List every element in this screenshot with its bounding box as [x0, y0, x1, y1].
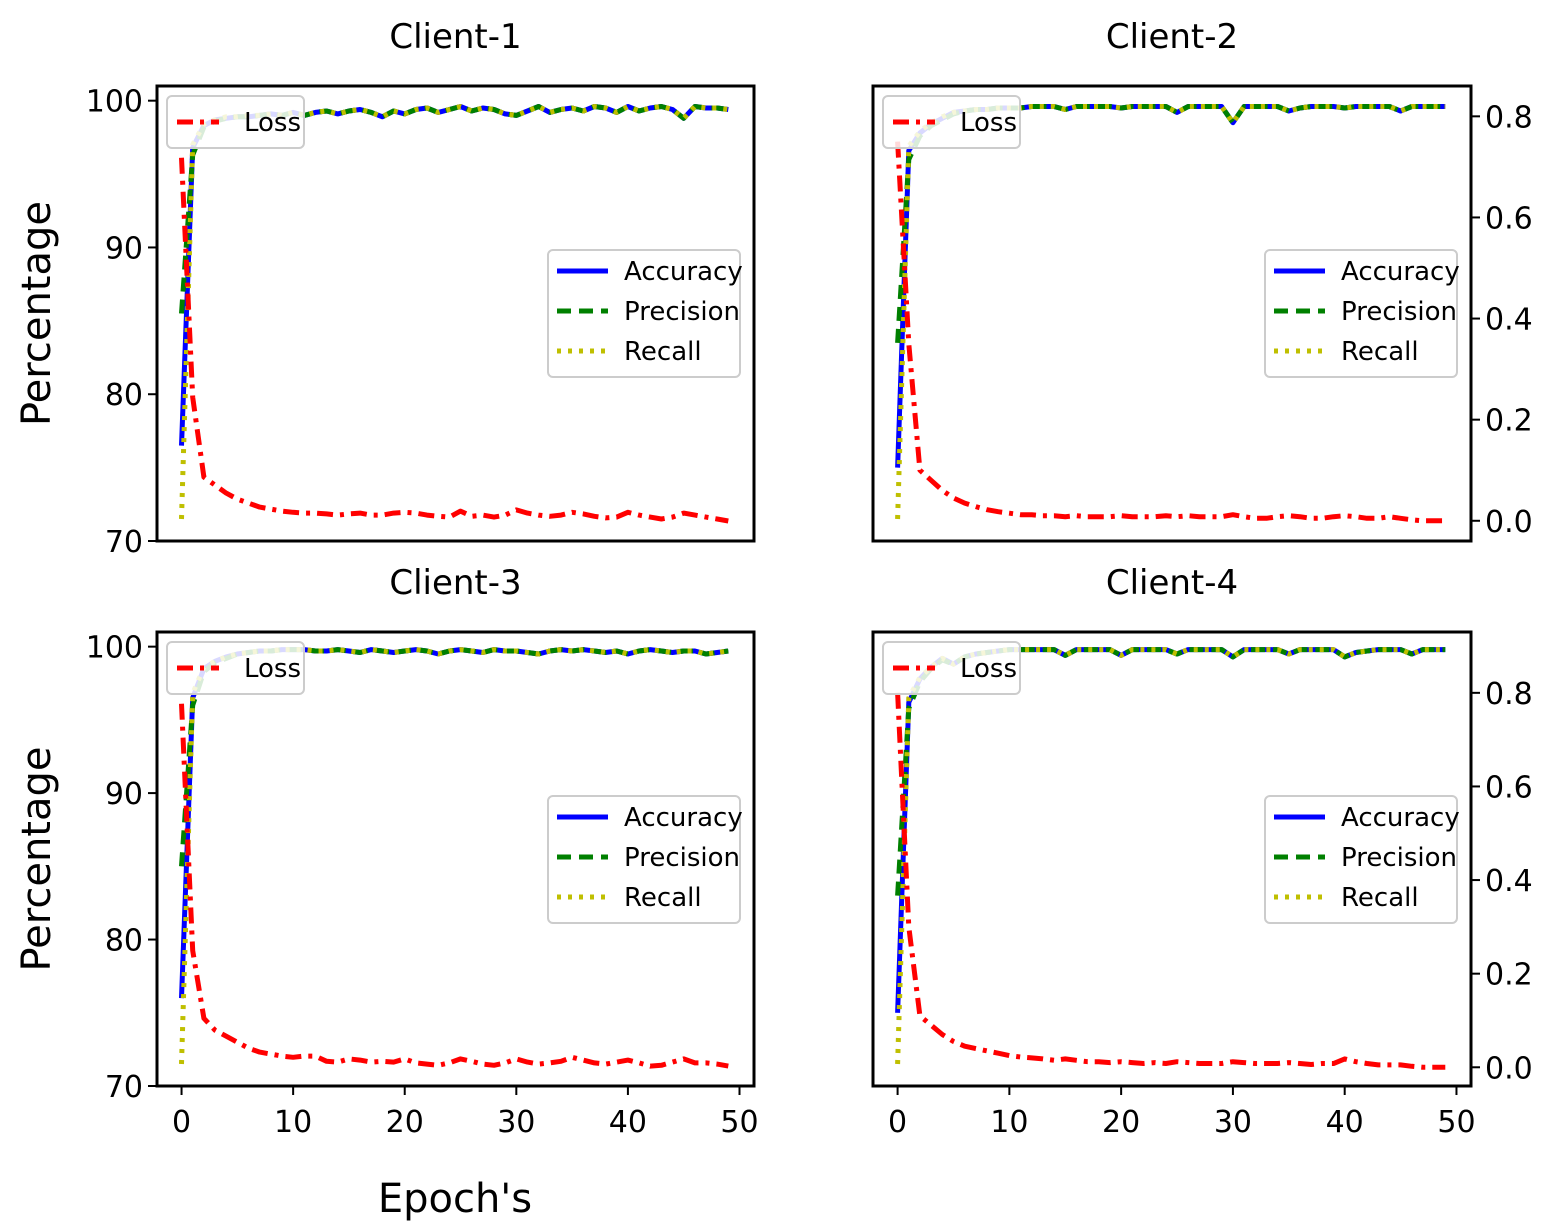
y2-tick-label: 0.0	[1485, 1051, 1533, 1086]
legend-box	[166, 641, 305, 695]
legend-box	[1264, 249, 1458, 378]
legend-loss: Loss	[166, 641, 305, 695]
legend-box	[1264, 795, 1458, 924]
x-axis-label: Epoch's	[378, 1176, 532, 1222]
y-axis-label: Percentage	[14, 746, 60, 971]
y2-tick-label: 0.6	[1485, 201, 1533, 236]
x-tick-label: 0	[172, 1105, 191, 1140]
x-tick-label: 10	[274, 1105, 312, 1140]
legend-box	[882, 95, 1021, 149]
legend-label-recall: Recall	[624, 337, 702, 367]
y2-tick-label: 0.4	[1485, 864, 1533, 899]
x-tick-label: 20	[1102, 1105, 1140, 1140]
x-tick-label: 30	[497, 1105, 535, 1140]
y2-tick-label: 0.2	[1485, 404, 1533, 439]
legend-metrics: Accuracy Precision Recall	[547, 249, 743, 378]
series-line-recall	[179, 104, 729, 520]
panel-client-3: Client-3 Percentage 70 80 90 100 0 10 20 30 40 50 Lo…	[14, 563, 759, 1140]
plot-frame	[871, 630, 1473, 1088]
plot-frame	[871, 84, 1473, 543]
y2-tick-label: 0.4	[1485, 303, 1533, 338]
legend-loss: Loss	[882, 641, 1021, 695]
series-line-loss	[179, 157, 729, 524]
panel-title: Client-3	[389, 563, 521, 603]
legend-metrics: Accuracy Precision Recall	[1264, 249, 1460, 378]
y-tick-label: 70	[105, 525, 143, 560]
plot-frame	[155, 630, 756, 1088]
panel-title: Client-2	[1106, 17, 1238, 57]
legend-label-accuracy: Accuracy	[1341, 257, 1460, 287]
panel-client-4: Client-4 0.0 0.2 0.4 0.6 0.8 0 10 20 30 40 50 Loss Ac…	[871, 563, 1533, 1140]
legend-label-loss: Loss	[244, 654, 301, 684]
legend-label-accuracy: Accuracy	[624, 803, 743, 833]
legend-loss: Loss	[166, 95, 305, 149]
legend-metrics: Accuracy Precision Recall	[1264, 795, 1460, 924]
legend-metrics: Accuracy Precision Recall	[547, 795, 743, 924]
panel-client-2: Client-2 0.0 0.2 0.4 0.6 0.8 Loss Accuracy Preci…	[871, 17, 1533, 543]
y-axis-label: Percentage	[14, 201, 60, 426]
x-tick-label: 10	[990, 1105, 1028, 1140]
y-tick-label: 90	[105, 777, 143, 812]
legend-label-loss: Loss	[244, 108, 301, 138]
legend-box	[166, 95, 305, 149]
y2-tick-label: 0.6	[1485, 770, 1533, 805]
legend-label-precision: Precision	[624, 843, 740, 873]
y-tick-label: 100	[86, 85, 143, 120]
legend-label-recall: Recall	[1341, 337, 1419, 367]
legend-box	[882, 641, 1021, 695]
y-tick-label: 100	[86, 631, 143, 666]
legend-loss: Loss	[882, 95, 1021, 149]
legend-label-recall: Recall	[1341, 883, 1419, 913]
series-line-loss	[895, 141, 1446, 524]
x-tick-label: 50	[1437, 1105, 1475, 1140]
legend-label-accuracy: Accuracy	[624, 257, 743, 287]
y2-tick-label: 0.8	[1485, 100, 1533, 135]
panel-title: Client-1	[389, 17, 521, 57]
legend-label-recall: Recall	[624, 883, 702, 913]
series-line-loss	[179, 703, 729, 1069]
series-line-loss	[895, 692, 1446, 1070]
y-tick-label: 90	[105, 231, 143, 266]
y2-tick-label: 0.2	[1485, 958, 1533, 993]
legend-box	[547, 795, 741, 924]
x-tick-label: 30	[1214, 1105, 1252, 1140]
y2-tick-label: 0.8	[1485, 677, 1533, 712]
legend-box	[547, 249, 741, 378]
x-tick-label: 0	[888, 1105, 907, 1140]
legend-label-loss: Loss	[960, 108, 1017, 138]
legend-label-accuracy: Accuracy	[1341, 803, 1460, 833]
y-tick-label: 80	[105, 924, 143, 959]
y-tick-label: 80	[105, 378, 143, 413]
panel-title: Client-4	[1106, 563, 1238, 603]
plot-frame	[155, 84, 756, 543]
x-tick-label: 40	[1326, 1105, 1364, 1140]
legend-label-precision: Precision	[624, 297, 740, 327]
x-tick-label: 20	[386, 1105, 424, 1140]
legend-label-loss: Loss	[960, 654, 1017, 684]
y-tick-label: 70	[105, 1070, 143, 1105]
x-tick-label: 50	[720, 1105, 758, 1140]
legend-label-precision: Precision	[1341, 297, 1457, 327]
y2-tick-label: 0.0	[1485, 505, 1533, 540]
panel-client-1: Client-1 Percentage 70 80 90 100 Loss Accuracy P…	[14, 17, 756, 560]
x-tick-label: 40	[609, 1105, 647, 1140]
legend-label-precision: Precision	[1341, 843, 1457, 873]
